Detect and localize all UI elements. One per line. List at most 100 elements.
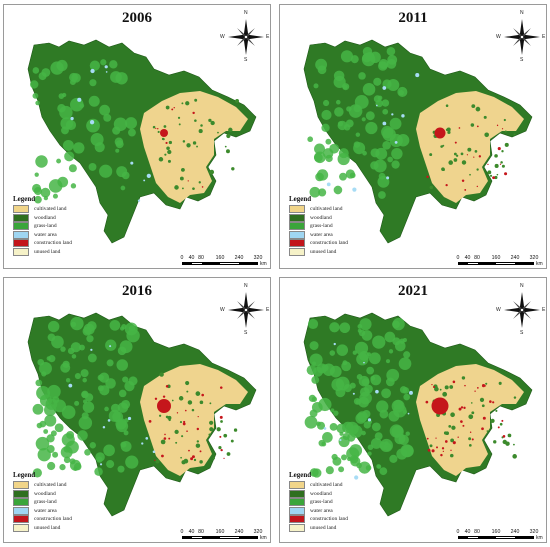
legend-item: grass-land: [13, 498, 72, 507]
sichuan-landuse-map: [303, 312, 533, 517]
construction-land-patch: [426, 437, 429, 440]
woodland-patch: [471, 411, 475, 415]
scale-tick-label: 160: [215, 529, 225, 535]
woodland-patch: [493, 440, 497, 444]
grassland-patch: [77, 430, 88, 441]
water-area-patch: [386, 176, 390, 180]
legend-swatch: [289, 481, 305, 490]
water-area-patch: [141, 442, 144, 445]
construction-land-patch: [501, 128, 504, 130]
scale-segment: [183, 263, 193, 264]
legend-swatch: [289, 230, 305, 239]
construction-land-patch: [182, 422, 186, 426]
grassland-patch: [363, 421, 371, 429]
grassland-patch: [79, 103, 85, 109]
grassland-patch: [402, 409, 408, 415]
woodland-patch: [177, 116, 181, 119]
legend-item: unused land: [13, 523, 72, 533]
construction-land-patch: [497, 426, 500, 429]
woodland-patch: [210, 120, 215, 126]
grassland-patch: [103, 444, 115, 457]
grassland-patch: [378, 61, 388, 71]
construction-land-patch: [196, 427, 200, 431]
grassland-patch: [345, 169, 355, 179]
legend-item: woodland: [289, 213, 348, 223]
compass-svg: [504, 19, 540, 55]
grassland-patch: [376, 400, 389, 413]
construction-land-patch: [425, 400, 429, 404]
grassland-patch: [120, 441, 127, 448]
woodland-patch: [481, 404, 485, 408]
construction-land-patch: [452, 441, 456, 445]
legend-label: construction land: [34, 516, 73, 523]
woodland-patch: [209, 420, 214, 425]
scale-tick-label: 40: [188, 529, 195, 535]
legend-item: grass-land: [13, 222, 72, 231]
grassland-patch: [115, 148, 120, 153]
woodland-patch: [163, 125, 167, 128]
construction-land-patch: [458, 127, 461, 129]
grassland-patch: [368, 352, 381, 365]
construction-land-patch: [162, 395, 166, 398]
scale-bar: 0 40 80 160 240 320 km: [181, 529, 267, 542]
compass-svg: [228, 19, 264, 55]
grassland-patch: [346, 106, 352, 112]
woodland-patch: [186, 390, 189, 393]
woodland-patch: [155, 459, 160, 464]
woodland-patch: [470, 402, 473, 404]
woodland-patch: [209, 169, 215, 175]
cultivated-land-area: [416, 91, 524, 203]
woodland-patch: [461, 376, 466, 380]
grassland-patch: [116, 359, 129, 371]
legend-item: water area: [289, 506, 348, 516]
legend-label: water area: [34, 231, 57, 238]
grassland-patch: [399, 338, 405, 344]
woodland-patch: [174, 429, 179, 434]
sichuan-landuse-map: [27, 312, 257, 517]
legend-label: woodland: [310, 214, 332, 221]
scale-segment: [220, 263, 239, 264]
grassland-patch: [389, 424, 404, 438]
construction-land-patch: [171, 108, 174, 111]
woodland-patch: [187, 400, 193, 405]
grassland-patch: [382, 140, 391, 150]
woodland-patch: [158, 157, 164, 162]
compass-w-label: W: [220, 34, 225, 40]
grassland-patch: [339, 172, 347, 181]
scale-segment: [468, 263, 478, 264]
grassland-patch: [333, 70, 345, 82]
legend-swatch: [13, 213, 29, 222]
woodland-patch: [217, 131, 219, 134]
scale-segment: [192, 263, 202, 264]
woodland-patch: [186, 143, 191, 148]
water-area-patch: [107, 419, 111, 422]
scale-tick-label: 40: [464, 255, 471, 261]
scale-tick-label: 160: [491, 255, 501, 261]
grassland-patch: [398, 357, 412, 370]
grassland-patch: [109, 60, 118, 69]
construction-land-patch: [501, 419, 504, 422]
legend-swatch: [13, 222, 29, 231]
grassland-patch: [89, 442, 96, 449]
construction-land-patch: [454, 141, 457, 144]
grassland-patch: [389, 133, 403, 148]
grassland-patch: [322, 148, 334, 159]
woodland-patch: [152, 125, 156, 129]
grassland-patch: [361, 430, 366, 436]
grassland-patch: [61, 433, 75, 447]
grassland-patch: [128, 128, 136, 137]
water-area-patch: [339, 438, 342, 442]
construction-land-patch: [484, 385, 487, 387]
water-area-patch: [367, 418, 372, 422]
grassland-patch: [336, 344, 349, 356]
grassland-patch: [87, 353, 97, 363]
grassland-patch: [63, 456, 71, 464]
grassland-patch: [64, 151, 75, 162]
woodland-patch: [504, 142, 509, 147]
woodland-patch: [429, 153, 433, 157]
woodland-patch: [494, 163, 499, 168]
grassland-patch: [398, 89, 404, 96]
grassland-patch: [362, 83, 376, 96]
construction-land-patch: [445, 183, 448, 187]
grassland-patch: [312, 468, 322, 478]
